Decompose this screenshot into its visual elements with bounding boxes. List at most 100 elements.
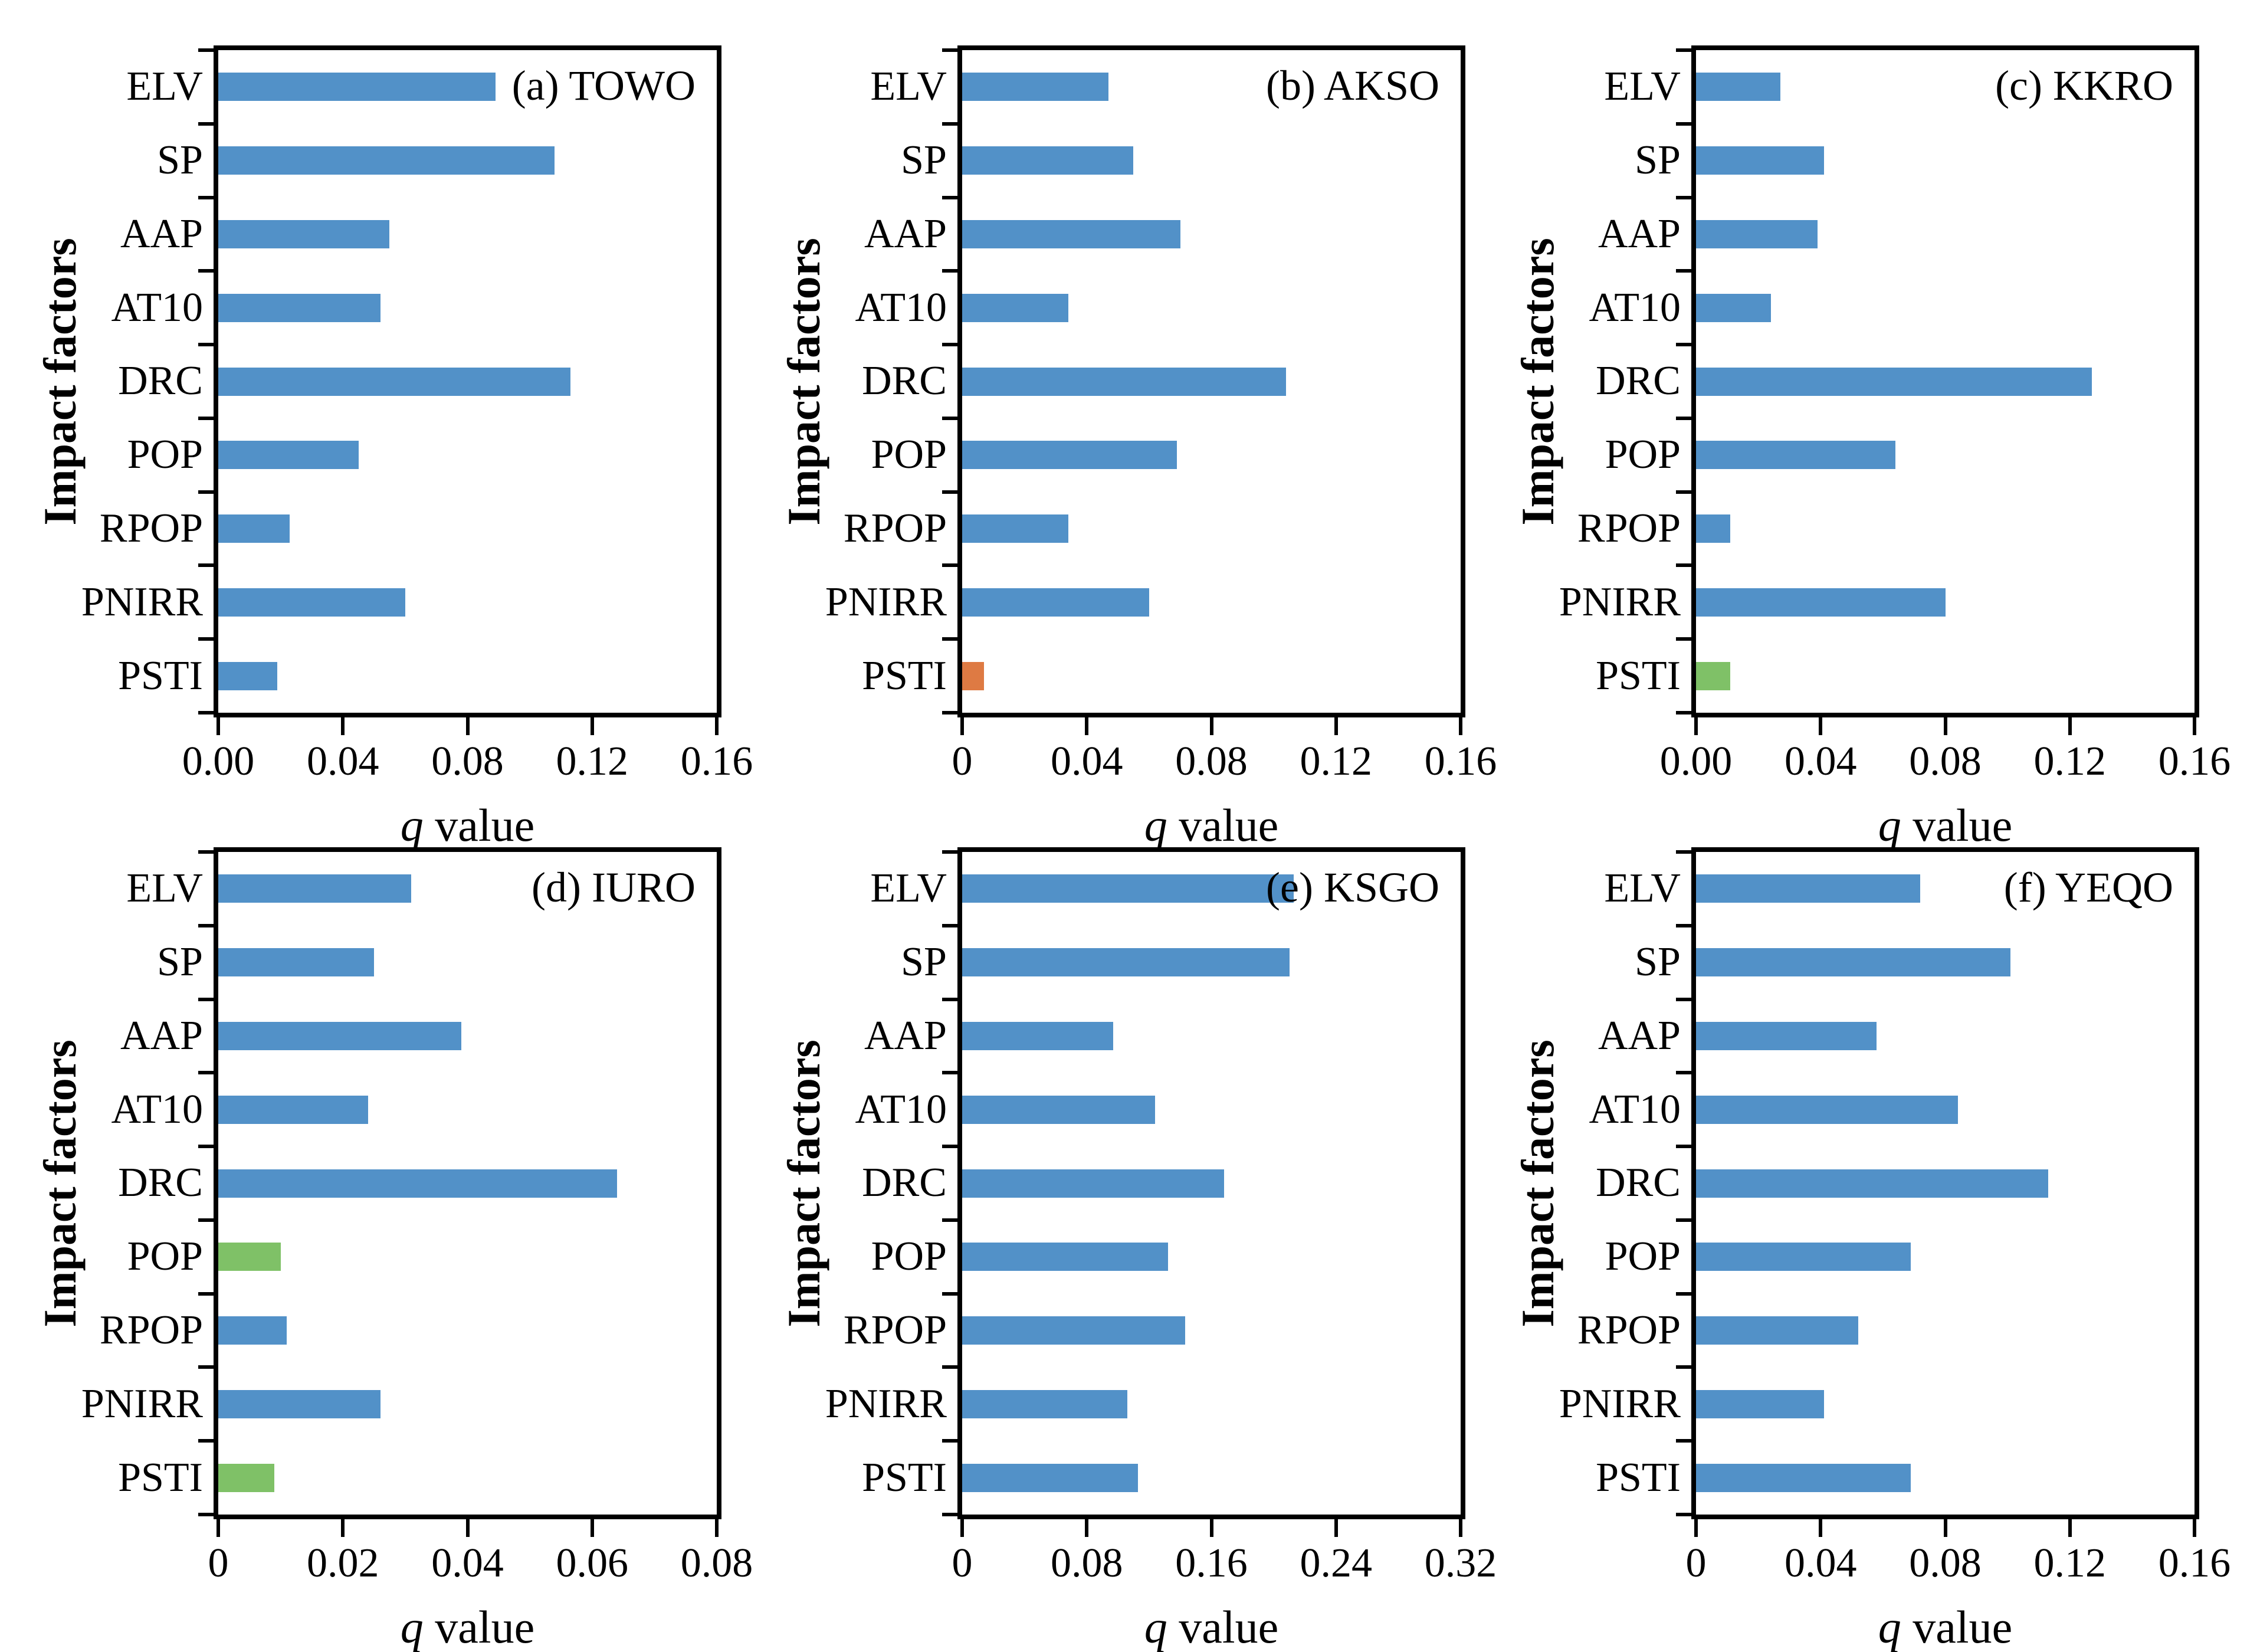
bar-sp [1696,948,2011,977]
category-label-psti: PSTI [118,1454,203,1500]
x-axis-tick [1334,1519,1338,1537]
bar-rpop [218,1316,287,1345]
category-label-aap: AAP [864,1012,947,1058]
category-label-aap: AAP [1597,1012,1681,1058]
bar-at10 [218,1095,368,1124]
category-label-elv: ELV [870,64,947,110]
bar-psti [218,1463,275,1492]
x-axis-tick-label: 0.24 [1300,1540,1373,1586]
x-axis-tick [465,1519,470,1537]
y-axis-tick [942,563,957,568]
category-label-rpop: RPOP [1577,1307,1681,1353]
panel-annotation: (b) AKSO [1265,62,1439,109]
y-axis-tick [198,490,214,494]
y-axis-tick [198,1145,214,1149]
category-label-at10: AT10 [111,1086,203,1132]
chart-panel: Impact factors (a) TOWO q value ELV SP AAP… [34,45,753,848]
y-axis-tick [942,637,957,641]
bar-aap [962,219,1180,248]
x-axis-tick-label: 0.00 [1659,739,1733,784]
x-axis-tick [2193,1519,2196,1537]
category-label-pop: POP [127,432,203,478]
x-axis-tick-label: 0.12 [2033,1540,2107,1586]
y-axis-tick [1676,269,1691,273]
category-label-rpop: RPOP [843,506,947,552]
y-axis-tick [1676,1439,1691,1443]
bar-aap [218,219,390,248]
bar-pop [218,441,359,470]
x-axis-tick [715,717,719,735]
y-axis-tick [1676,563,1691,568]
category-label-rpop: RPOP [1577,506,1681,552]
y-axis-tick [1676,1145,1691,1149]
y-axis-tick [198,923,214,927]
y-axis-tick [1676,1365,1691,1369]
y-axis-tick [942,48,957,52]
category-label-pop: POP [871,432,947,478]
bar-elv [1696,73,1780,101]
category-label-elv: ELV [1604,866,1681,912]
x-axis-label: q value [1144,1604,1278,1650]
x-axis-tick-label: 0.04 [1785,1540,1857,1586]
bar-pnirr [218,1389,380,1418]
y-axis-tick [942,1218,957,1222]
y-axis-tick [942,1365,957,1369]
category-label-pop: POP [871,1234,947,1280]
bar-aap [1696,1021,1877,1050]
category-label-drc: DRC [862,1160,947,1206]
x-axis-tick [1085,717,1089,735]
x-axis-tick [1819,717,1823,735]
bar-pop [1696,1243,1911,1271]
chart-panel: Impact factors (e) KSGO q value ELV SP AAP… [778,847,1497,1650]
bar-pop [962,1243,1168,1271]
x-axis-tick [1943,1519,1947,1537]
y-axis-tick [1676,416,1691,420]
y-axis-label: Impact factors [1512,237,1563,526]
x-axis-label-rest: value [423,1601,535,1652]
y-axis-tick [198,195,214,199]
bar-drc [962,367,1287,396]
bar-psti [962,1463,1139,1492]
x-axis-tick [1334,717,1338,735]
y-axis-tick [942,1292,957,1296]
y-axis-tick [942,923,957,927]
x-axis-label: q value [1144,802,1278,848]
y-axis-tick [198,48,214,52]
y-axis-tick [1676,1071,1691,1075]
x-axis-tick [1459,717,1462,735]
panel-annotation: (c) KKRO [1995,62,2173,109]
chart-panel: Impact factors (d) IURO q value ELV SP AAP… [34,847,753,1650]
bar-sp [218,146,555,175]
y-axis-tick [1676,850,1691,854]
category-label-at10: AT10 [855,284,947,330]
y-axis-label: Impact factors [778,237,829,526]
y-axis-tick [1676,48,1691,52]
x-axis-tick [590,1519,594,1537]
y-axis-tick [942,1071,957,1075]
bar-pop [1696,441,1895,470]
bar-aap [218,1021,461,1050]
bar-psti [962,661,984,690]
category-label-rpop: RPOP [843,1307,947,1353]
x-axis-tick-label: 0.08 [1175,739,1248,784]
bar-pnirr [1696,1389,1824,1418]
panel-annotation: (d) IURO [532,864,696,911]
y-axis-label: Impact factors [778,1039,829,1328]
x-axis-label-q: q [1878,799,1901,851]
y-axis-tick [1676,490,1691,494]
category-label-drc: DRC [118,1160,203,1206]
y-axis-tick [1676,997,1691,1001]
y-axis-label: Impact factors [1512,1039,1563,1328]
x-axis-label-rest: value [423,799,535,851]
category-label-drc: DRC [1596,358,1681,404]
x-axis-label-rest: value [1901,1601,2013,1652]
y-axis-tick [1676,637,1691,641]
x-axis-label-rest: value [1167,799,1279,851]
bar-rpop [962,1316,1185,1345]
chart-panel: Impact factors (c) KKRO q value ELV SP AAP… [1512,45,2230,848]
bar-pnirr [1696,588,1946,617]
category-label-rpop: RPOP [99,1307,203,1353]
panel-annotation: (e) KSGO [1266,864,1439,911]
category-label-pnirr: PNIRR [1559,579,1681,625]
bar-at10 [1696,293,1771,322]
